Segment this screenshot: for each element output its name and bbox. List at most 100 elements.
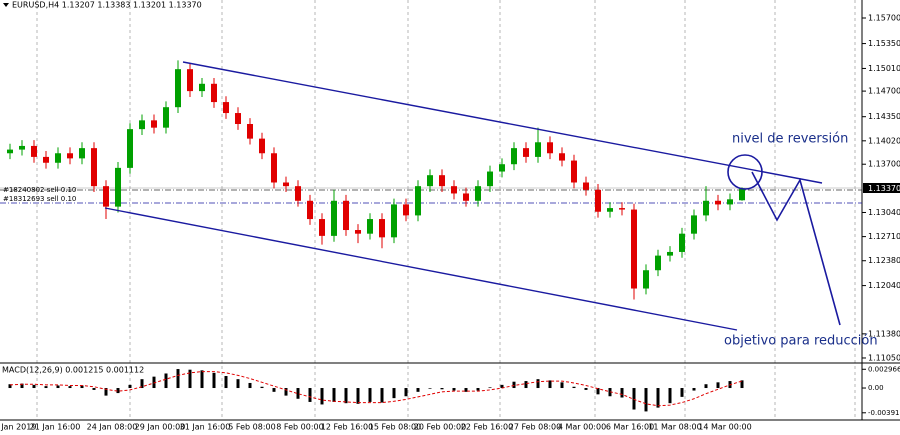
- candle-body: [487, 171, 493, 187]
- macd-bar: [392, 388, 396, 399]
- macd-bar: [356, 388, 360, 404]
- macd-bar: [68, 386, 72, 389]
- candle-body: [631, 209, 637, 289]
- macd-bar: [584, 388, 588, 390]
- candle-body: [715, 200, 721, 205]
- macd-bar: [8, 384, 12, 389]
- menu-icon: [3, 3, 9, 7]
- candle-body: [223, 102, 229, 114]
- candle-body: [415, 186, 421, 216]
- candle-body: [151, 120, 157, 128]
- macd-bar: [656, 388, 660, 408]
- macd-bar: [548, 380, 552, 389]
- candle-body: [523, 148, 529, 157]
- y-tick-label: 1.14020: [868, 136, 900, 145]
- macd-bar: [116, 388, 120, 394]
- candle-body: [355, 230, 361, 234]
- candle-body: [31, 145, 37, 157]
- x-tick-label: 8 Feb 00:00: [276, 423, 323, 432]
- candle-body: [547, 142, 553, 154]
- candle-body: [259, 138, 265, 154]
- candle-body: [79, 148, 85, 159]
- macd-bar: [80, 385, 84, 389]
- x-tick-label: 21 Jan 16:00: [30, 423, 81, 432]
- projection-path: [751, 171, 841, 326]
- macd-bar: [140, 379, 144, 389]
- candle-body: [367, 219, 373, 234]
- candle-body: [343, 200, 349, 231]
- macd-bar: [704, 384, 708, 389]
- y-tick-label: 0.002966: [868, 365, 900, 373]
- x-tick-label: 5 Feb 08:00: [228, 423, 275, 432]
- macd-bar: [200, 370, 204, 389]
- candle-body: [211, 83, 217, 103]
- candle-body: [595, 189, 601, 212]
- order-label: #18312693 sell 0.10: [3, 195, 76, 203]
- macd-bar: [308, 388, 312, 402]
- candle-body: [451, 186, 457, 194]
- candle-body: [439, 175, 445, 187]
- annotation: nivel de reversión: [732, 132, 848, 147]
- candle-body: [679, 233, 685, 252]
- candle-body: [583, 182, 589, 190]
- x-tick-label: 29 Jan 00:00: [135, 423, 186, 432]
- x-tick-label: 11 Mar 08:00: [648, 423, 701, 432]
- x-tick-label: 4 Mar 00:00: [558, 423, 606, 432]
- y-tick-label: 1.15700: [868, 13, 900, 22]
- candle-body: [607, 208, 613, 212]
- candle-body: [331, 200, 337, 236]
- candle-body: [307, 200, 313, 220]
- candle-body: [67, 153, 73, 159]
- macd-bar: [320, 388, 324, 405]
- x-tick-label: 6 Mar 16:00: [606, 423, 654, 432]
- x-tick-label: 7 Jan 2019: [0, 423, 36, 432]
- macd-bar: [452, 388, 456, 391]
- candle-body: [691, 215, 697, 234]
- candle-body: [19, 145, 25, 150]
- y-tick-label: 1.14700: [868, 87, 900, 96]
- candle-body: [175, 69, 181, 108]
- macd-bar: [56, 385, 60, 389]
- macd-bar: [476, 388, 480, 391]
- macd-bar: [428, 388, 432, 389]
- candle-body: [475, 186, 481, 201]
- macd-bar: [284, 388, 288, 396]
- x-tick-label: 31 Jan 16:00: [180, 423, 231, 432]
- candle-body: [103, 186, 109, 207]
- macd-bar: [632, 388, 636, 410]
- candle-body: [115, 167, 121, 207]
- macd-bar: [368, 388, 372, 402]
- macd-bar: [212, 372, 216, 389]
- macd-signal: [9, 371, 743, 407]
- macd-bar: [248, 382, 252, 389]
- macd-bar: [92, 388, 96, 390]
- reversal-circle: [727, 154, 763, 190]
- y-tick-label: 1.13040: [868, 208, 900, 217]
- y-tick-label: 1.11380: [868, 329, 900, 338]
- vertical-grid: [36, 0, 856, 420]
- y-tick-label: 1.13700: [868, 160, 900, 169]
- candle-body: [43, 156, 49, 163]
- macd-bar: [152, 376, 156, 389]
- macd-bar: [416, 388, 420, 392]
- macd-bar: [296, 388, 300, 399]
- candle-body: [643, 270, 649, 289]
- candle-body: [667, 251, 673, 256]
- candle-body: [739, 188, 745, 201]
- candle-body: [703, 200, 709, 216]
- macd-bar: [20, 383, 24, 389]
- x-tick-label: 22 Feb 16:00: [461, 423, 513, 432]
- candle-body: [295, 186, 301, 201]
- macd-bar: [596, 388, 600, 395]
- macd-bar: [560, 382, 564, 389]
- y-tick-label: 1.15350: [868, 39, 900, 48]
- y-tick-label: 1.15010: [868, 64, 900, 73]
- order-label: #18240802 sell 0.10: [3, 186, 76, 194]
- macd-bar: [464, 388, 468, 392]
- macd-bar: [740, 380, 744, 389]
- price-label: 1.13370: [868, 184, 900, 193]
- y-tick-label: 1.12040: [868, 281, 900, 290]
- candle-body: [571, 160, 577, 183]
- macd-bar: [164, 373, 168, 389]
